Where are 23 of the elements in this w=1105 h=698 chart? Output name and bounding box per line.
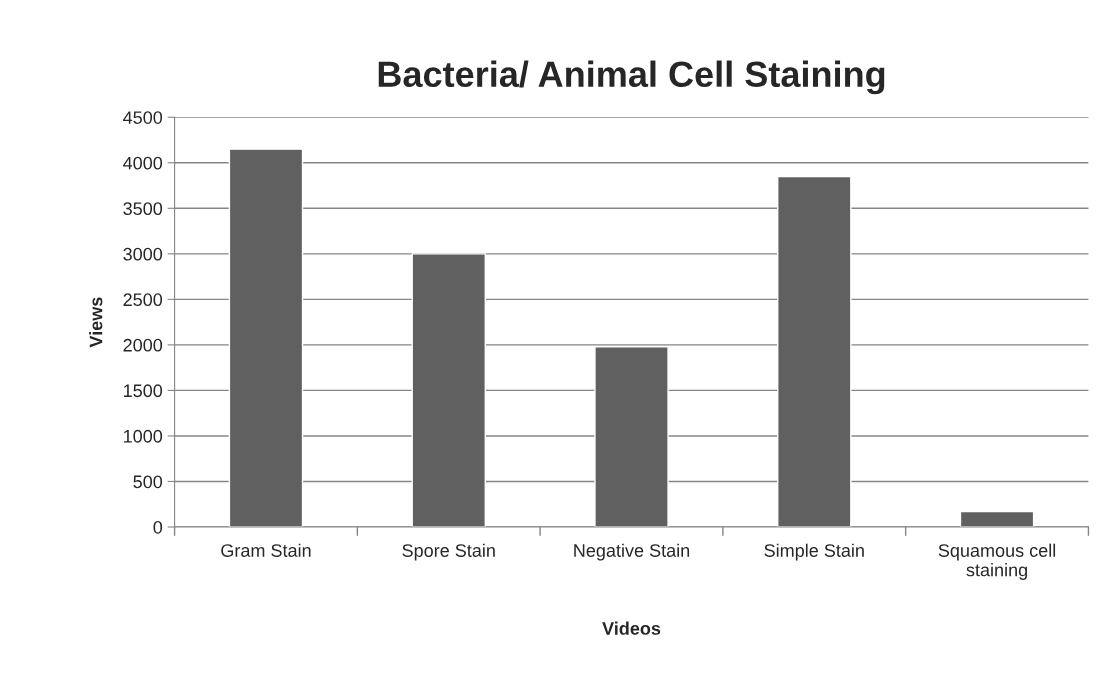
y-tick-label: 1000: [124, 429, 163, 443]
x-tick-label: Simple Stain: [764, 543, 864, 561]
y-tick-label: 500: [133, 475, 163, 489]
y-tick-label: 2000: [123, 338, 163, 352]
y-axis-title: Views: [89, 297, 103, 348]
y-tick-label: 4000: [123, 156, 163, 170]
bar: [594, 346, 669, 527]
y-tick-label: 3000: [123, 247, 163, 261]
x-tick-label: Gram Stain: [221, 543, 311, 557]
bar: [228, 148, 304, 527]
chart-title: Bacteria/ Animal Cell Staining: [378, 60, 885, 95]
bar: [777, 175, 852, 527]
x-tick-label: Negative Stain: [574, 543, 690, 561]
x-tick-label: Squamous cell staining: [938, 543, 1056, 580]
y-tick-label: 0: [153, 520, 163, 534]
y-tick-label: 2500: [123, 293, 163, 307]
bar: [411, 253, 486, 527]
bar: [959, 510, 1035, 527]
y-tick-label: 1500: [124, 384, 163, 398]
x-tick-label: Spore Stain: [402, 543, 495, 561]
y-tick-label: 4500: [123, 111, 163, 124]
y-tick-label: 3500: [123, 202, 163, 216]
x-axis-title: Videos: [602, 621, 661, 635]
